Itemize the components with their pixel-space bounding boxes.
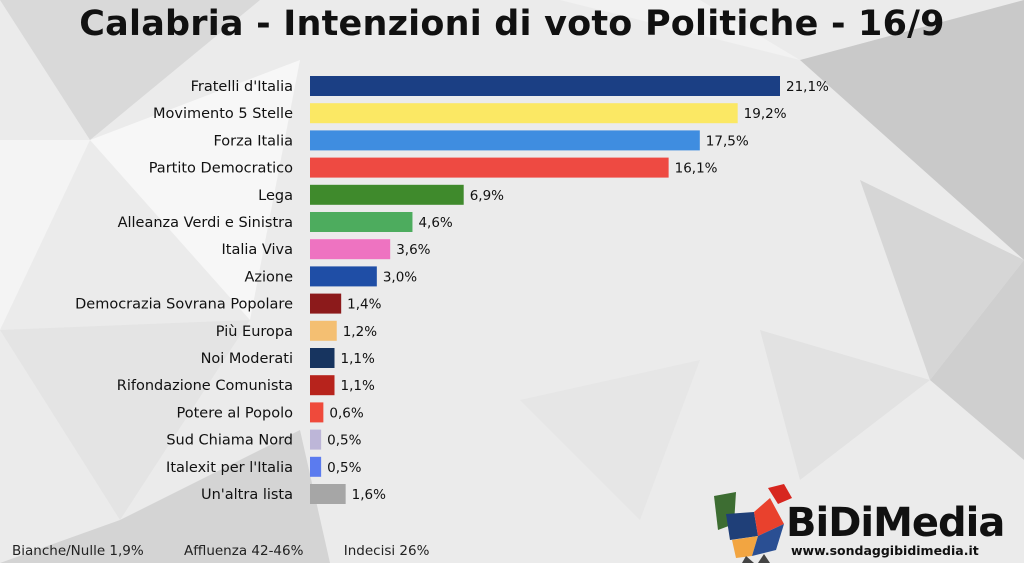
category-label-noi-moderati: Noi Moderati <box>201 351 293 367</box>
value-label-sud-chiama-nord: 0,5% <box>327 433 361 449</box>
value-label-forza-italia: 17,5% <box>706 133 749 149</box>
value-label-italexit-per-l-italia: 0,5% <box>327 460 361 476</box>
bar-democrazia-sovrana-popolare <box>310 293 342 314</box>
bar-rifondazione-comunista <box>310 375 335 396</box>
category-label-partito-democratico: Partito Democratico <box>149 161 293 177</box>
affluenza-text: Affluenza 42-46% <box>184 543 304 559</box>
category-label-lega: Lega <box>258 188 293 204</box>
category-label-azione: Azione <box>244 269 293 285</box>
rooster-logo-icon <box>714 484 792 563</box>
bar-italexit-per-l-italia <box>310 456 322 477</box>
category-label-un-altra-lista: Un'altra lista <box>201 487 293 503</box>
category-label-forza-italia: Forza Italia <box>213 133 293 149</box>
chart-title: Calabria - Intenzioni di voto Politiche … <box>79 4 945 44</box>
bar-partito-democratico <box>310 157 669 178</box>
value-label-pi-europa: 1,2% <box>343 324 377 340</box>
category-label-movimento-5-stelle: Movimento 5 Stelle <box>153 106 293 122</box>
bar-italia-viva <box>310 239 391 260</box>
bar-movimento-5-stelle <box>310 103 738 124</box>
value-label-rifondazione-comunista: 1,1% <box>341 378 375 394</box>
bar-pi-europa <box>310 320 337 341</box>
bianche-nulle-text: Bianche/Nulle 1,9% <box>12 543 144 559</box>
value-label-azione: 3,0% <box>383 269 417 285</box>
value-label-italia-viva: 3,6% <box>396 242 430 258</box>
category-label-italexit-per-l-italia: Italexit per l'Italia <box>166 460 293 476</box>
bar-sud-chiama-nord <box>310 429 322 450</box>
bar-fratelli-d-italia <box>310 76 780 96</box>
category-label-potere-al-popolo: Potere al Popolo <box>177 405 294 421</box>
category-label-pi-europa: Più Europa <box>216 324 293 340</box>
value-label-un-altra-lista: 1,6% <box>352 487 386 503</box>
bar-potere-al-popolo <box>310 402 324 423</box>
bar-alleanza-verdi-e-sinistra <box>310 212 413 232</box>
category-label-sud-chiama-nord: Sud Chiama Nord <box>166 433 293 449</box>
value-label-democrazia-sovrana-popolare: 1,4% <box>347 297 381 313</box>
value-label-potere-al-popolo: 0,6% <box>329 405 363 421</box>
indecisi-text: Indecisi 26% <box>343 543 430 559</box>
value-label-partito-democratico: 16,1% <box>675 161 718 177</box>
category-label-italia-viva: Italia Viva <box>222 242 294 258</box>
value-label-lega: 6,9% <box>470 188 504 204</box>
logo-url: www.sondaggibidimedia.it <box>791 543 979 558</box>
bar-noi-moderati <box>310 348 335 368</box>
category-label-democrazia-sovrana-popolare: Democrazia Sovrana Popolare <box>75 297 293 313</box>
value-label-fratelli-d-italia: 21,1% <box>786 79 829 95</box>
logo-brand-name: BiDiMedia <box>786 500 1005 546</box>
category-label-fratelli-d-italia: Fratelli d'Italia <box>191 79 293 95</box>
category-label-rifondazione-comunista: Rifondazione Comunista <box>117 378 293 394</box>
bar-un-altra-lista <box>310 484 346 504</box>
value-label-movimento-5-stelle: 19,2% <box>744 106 787 122</box>
bar-lega <box>310 184 464 205</box>
bar-azione <box>310 266 377 287</box>
value-label-alleanza-verdi-e-sinistra: 4,6% <box>418 215 452 231</box>
value-label-noi-moderati: 1,1% <box>341 351 375 367</box>
category-label-alleanza-verdi-e-sinistra: Alleanza Verdi e Sinistra <box>118 215 293 231</box>
footer: Bianche/Nulle 1,9% Affluenza 42-46% Inde… <box>12 543 465 559</box>
bar-forza-italia <box>310 130 700 151</box>
